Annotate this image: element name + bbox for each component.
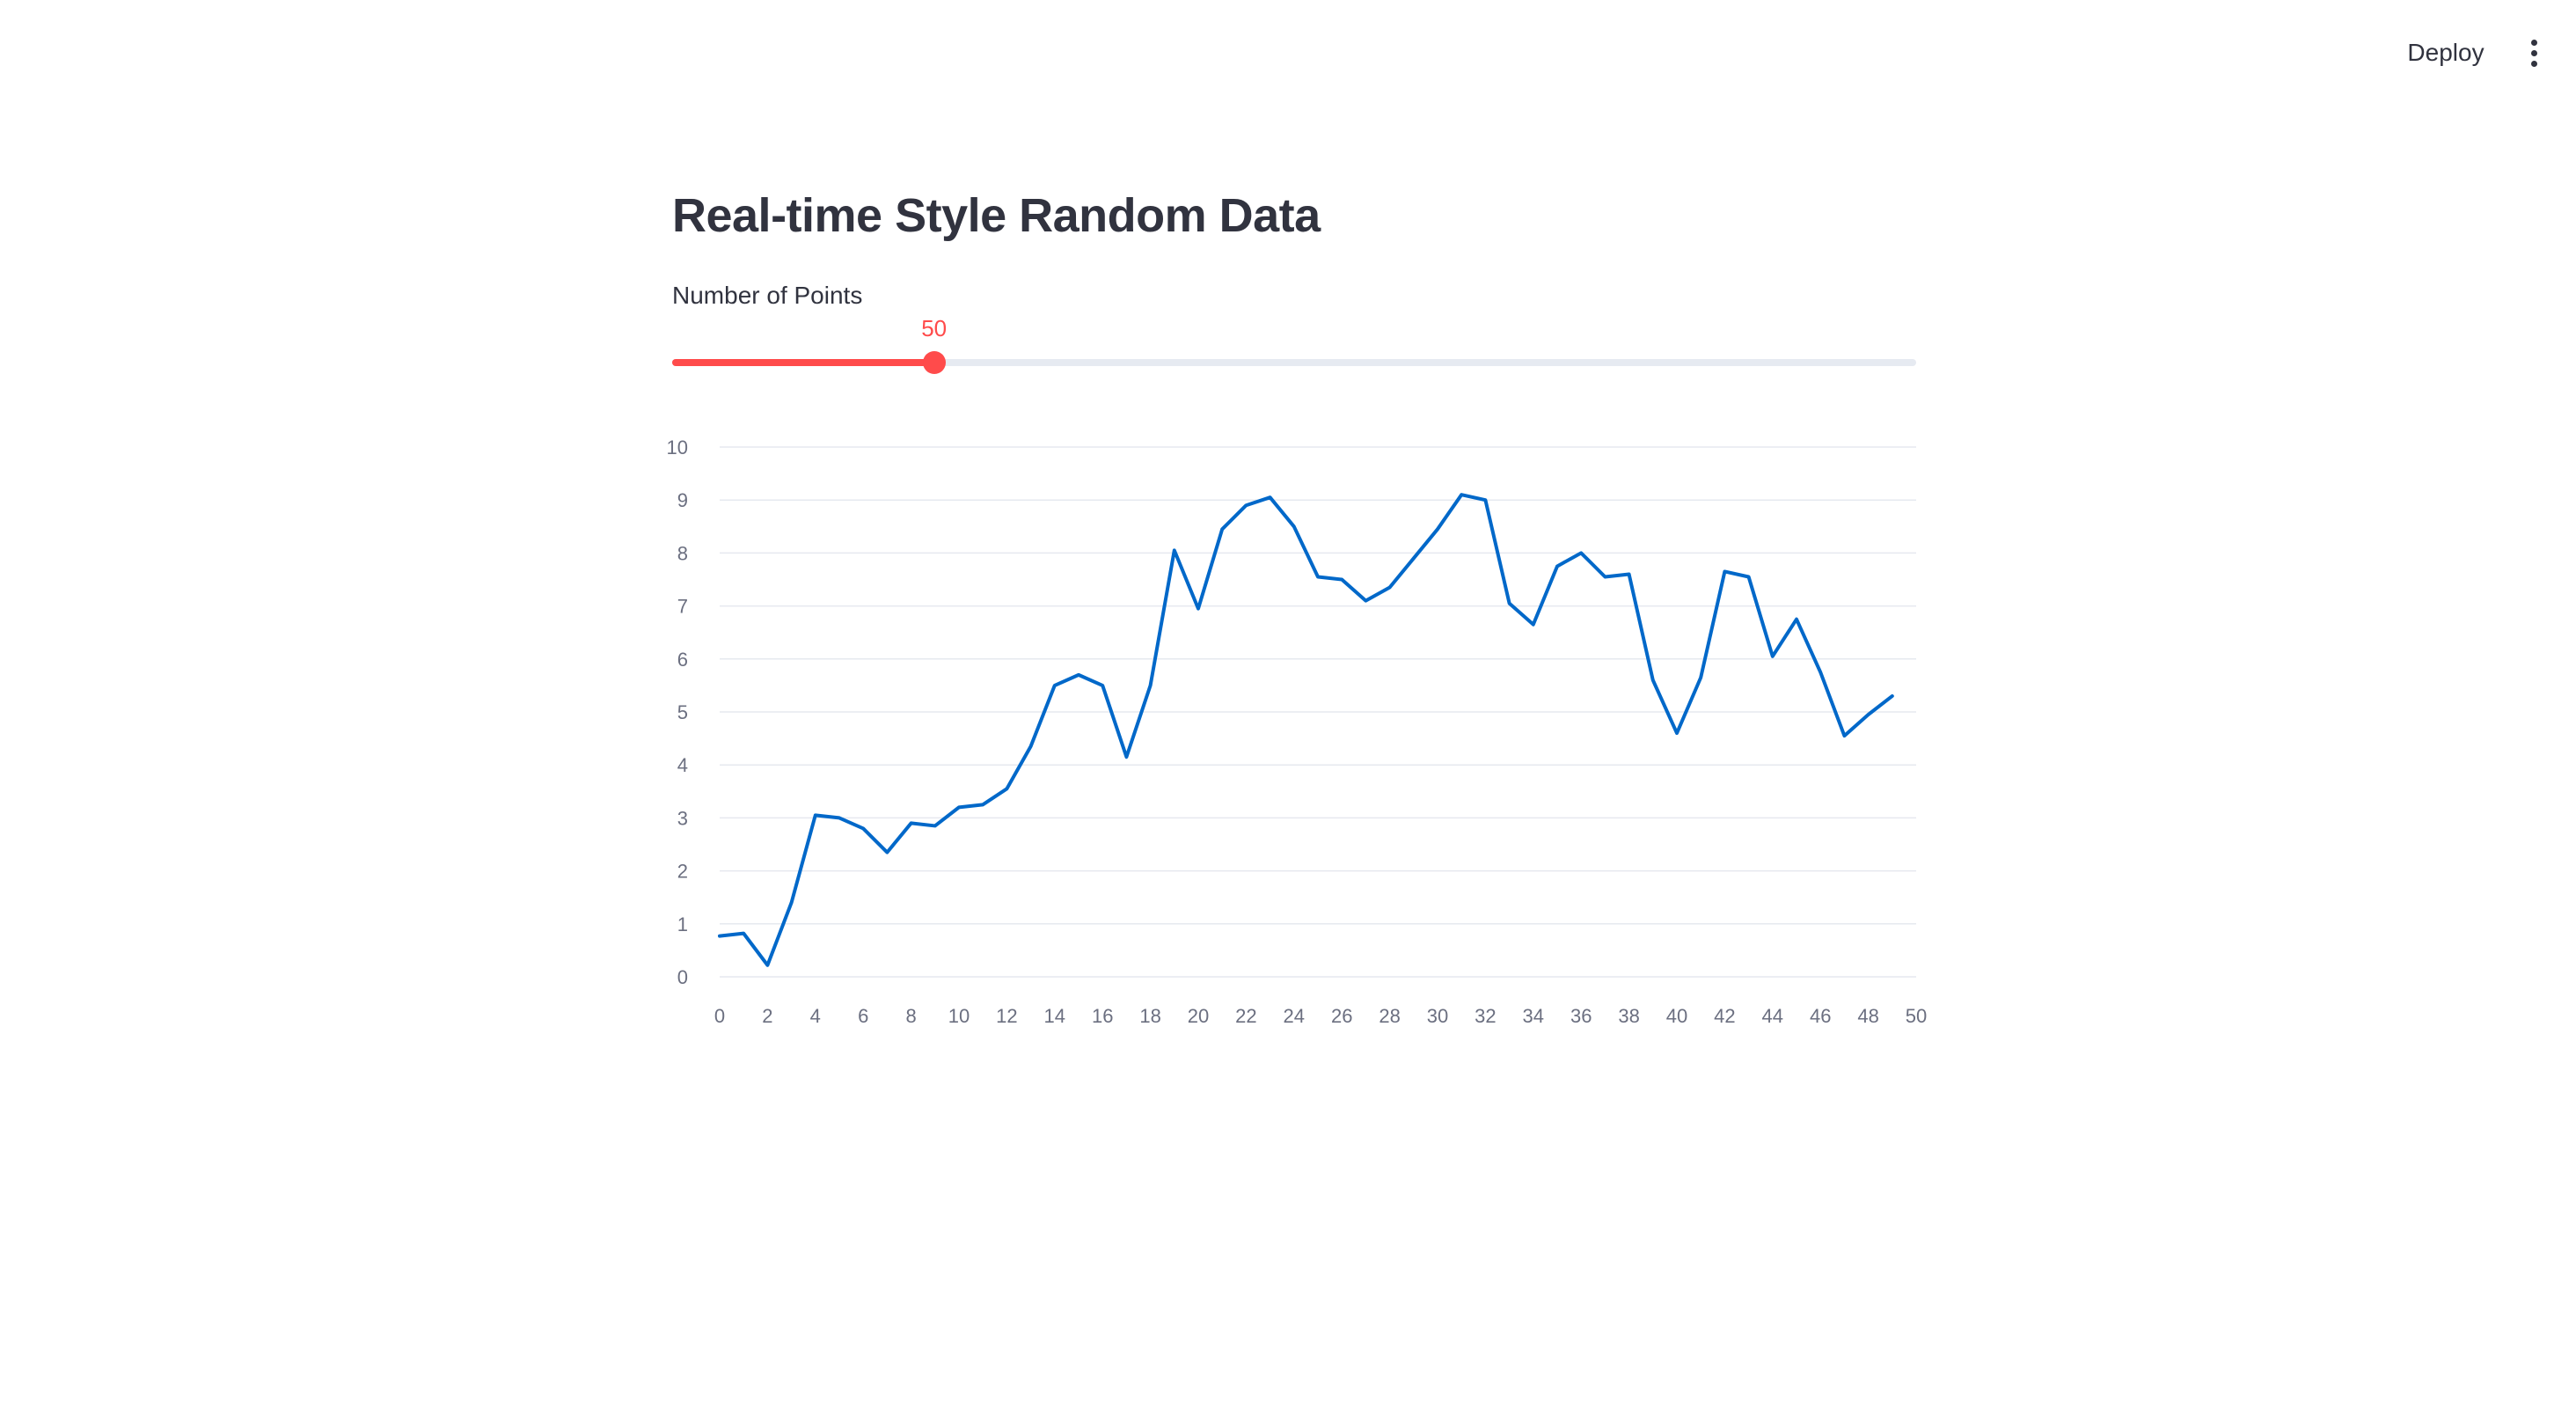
line-chart: 0 1 2 3 4 5 6 7 8 9 10 0 2 4 6 8 10 12 14 16 18 20 22 24 26 28 30 3… <box>646 414 1930 1047</box>
menu-dot <box>2530 49 2537 56</box>
x-tick-label: 6 <box>858 1005 868 1027</box>
x-tick-label: 46 <box>1810 1005 1831 1027</box>
slider-thumb[interactable] <box>922 351 946 374</box>
x-tick-label: 34 <box>1523 1005 1544 1027</box>
y-tick-label: 8 <box>677 542 688 564</box>
page-title: Real-time Style Random Data <box>672 189 1321 242</box>
x-tick-label: 38 <box>1618 1005 1639 1027</box>
slider-fill <box>672 359 934 366</box>
x-tick-label: 28 <box>1379 1005 1400 1027</box>
x-tick-label: 2 <box>762 1005 772 1027</box>
top-toolbar: Deploy <box>0 0 2576 104</box>
x-tick-label: 4 <box>810 1005 821 1027</box>
x-tick-label: 12 <box>996 1005 1017 1027</box>
x-tick-label: 42 <box>1714 1005 1735 1027</box>
kebab-menu-icon[interactable] <box>2518 32 2550 74</box>
y-tick-label: 6 <box>677 649 688 671</box>
x-tick-label: 10 <box>948 1005 970 1027</box>
y-tick-label: 7 <box>677 596 688 618</box>
x-tick-label: 14 <box>1044 1005 1065 1027</box>
x-tick-label: 48 <box>1857 1005 1878 1027</box>
y-tick-label: 4 <box>677 754 688 776</box>
x-tick-label: 16 <box>1092 1005 1113 1027</box>
x-tick-label: 0 <box>714 1005 725 1027</box>
menu-dot <box>2530 39 2537 46</box>
x-tick-label: 44 <box>1762 1005 1783 1027</box>
x-tick-label: 30 <box>1427 1005 1448 1027</box>
y-tick-label: 1 <box>677 913 688 935</box>
y-tick-label: 0 <box>677 966 688 988</box>
x-tick-label: 50 <box>1906 1005 1927 1027</box>
y-tick-label: 9 <box>677 489 688 511</box>
y-tick-label: 3 <box>677 807 688 829</box>
points-slider[interactable] <box>672 351 1916 374</box>
x-tick-label: 8 <box>905 1005 916 1027</box>
x-tick-label: 24 <box>1284 1005 1305 1027</box>
y-tick-label: 2 <box>677 861 688 883</box>
slider-label: Number of Points <box>672 282 863 309</box>
series-line <box>718 493 1894 967</box>
x-tick-label: 26 <box>1331 1005 1352 1027</box>
x-tick-label: 18 <box>1139 1005 1160 1027</box>
menu-dot <box>2530 60 2537 67</box>
x-tick-label: 32 <box>1475 1005 1496 1027</box>
x-tick-label: 40 <box>1666 1005 1687 1027</box>
y-tick-label: 10 <box>667 436 688 458</box>
x-tick-label: 36 <box>1570 1005 1592 1027</box>
x-tick-label: 22 <box>1235 1005 1256 1027</box>
deploy-button[interactable]: Deploy <box>2391 32 2500 74</box>
y-tick-label: 5 <box>677 701 688 723</box>
slider-value: 50 <box>921 315 948 341</box>
x-tick-label: 20 <box>1188 1005 1209 1027</box>
